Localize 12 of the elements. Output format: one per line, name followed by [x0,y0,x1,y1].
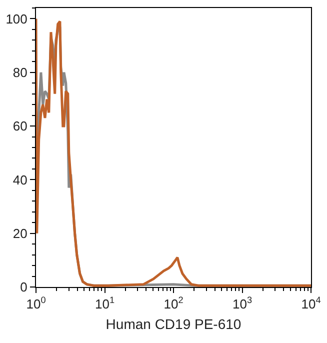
x-tick-label: 10$^{2}$ [164,295,184,312]
x-tick-label: 10$^{4}$ [301,295,321,312]
y-tick-label: 100 [6,11,28,26]
x-axis-title: Human CD19 PE-610 [106,316,242,332]
y-tick-label: 60 [12,118,28,134]
x-tick-label: 10$^{1}$ [94,295,115,312]
y-tick-label: 20 [12,226,28,241]
y-tick-label: 80 [12,64,28,80]
x-tick-label: 10$^{0}$ [26,295,46,312]
y-tick-label: 40 [12,172,28,188]
x-tick-label: 10$^{3}$ [232,295,252,312]
y-tick-label: 0 [20,280,28,295]
